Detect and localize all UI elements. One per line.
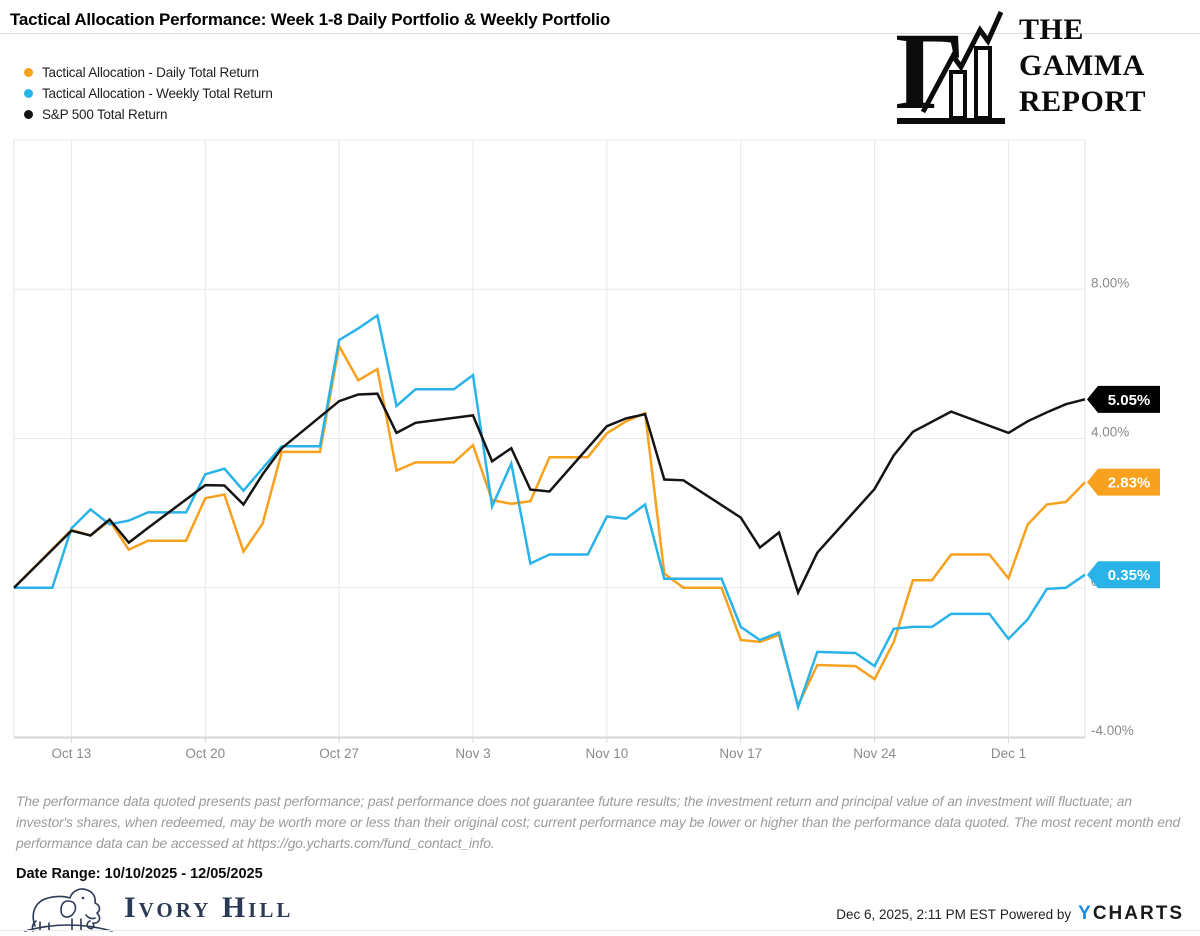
legend-dot-icon: [24, 89, 33, 98]
legend-item: Tactical Allocation - Weekly Total Retur…: [24, 83, 273, 104]
date-range-label: Date Range: 10/10/2025 - 12/05/2025: [16, 866, 263, 882]
end-value-badge-shape: [1087, 561, 1160, 589]
footer-timestamp: Dec 6, 2025, 2:11 PM EST: [836, 907, 996, 922]
y-axis-label: 8.00%: [1091, 275, 1129, 290]
ivory-hill-logo: Ivory Hill: [20, 878, 293, 936]
end-value-badge: 2.83%: [1087, 468, 1160, 496]
end-value-badge: 5.05%: [1087, 385, 1160, 413]
legend-dot-icon: [24, 110, 33, 119]
end-value-badge-label: 2.83%: [1108, 475, 1151, 492]
disclaimer-text: The performance data quoted presents pas…: [16, 794, 1181, 851]
legend-item-label: S&P 500 Total Return: [42, 107, 168, 122]
x-axis-label: Oct 20: [185, 746, 225, 761]
x-axis-label: Dec 1: [991, 746, 1026, 761]
logo-baseline: [897, 118, 1005, 124]
ycharts-logo-charts: CHARTS: [1092, 903, 1184, 924]
x-axis-label: Oct 27: [319, 746, 359, 761]
gamma-logo-line: GAMMA: [1019, 49, 1145, 82]
logo-bar-icon: [974, 46, 992, 120]
ivory-hill-wordmark: Ivory Hill: [124, 891, 294, 924]
performance-chart: Oct 13 Oct 20 Oct 27 Nov 3 Nov 10 Nov 17 Nov 2…: [13, 139, 1160, 761]
powered-by-label: Powered by: [999, 907, 1072, 922]
gamma-logo-icon: Γ: [895, 10, 1005, 130]
chart-legend: Tactical Allocation - Daily Total Return…: [24, 62, 273, 125]
x-axis-label: Nov 10: [585, 746, 628, 761]
footer-attribution: Dec 6, 2025, 2:11 PM EST Powered by YCHA…: [836, 903, 1184, 925]
end-value-badge-label: 5.05%: [1108, 392, 1151, 409]
logo-trendline-icon: [920, 10, 1004, 114]
end-value-badge-label: 0.35%: [1108, 567, 1151, 584]
x-axis-label: Nov 3: [455, 746, 490, 761]
series-line: [14, 313, 1086, 712]
y-axis-label: 4.00%: [1091, 425, 1129, 440]
end-value-badge-shape: [1087, 468, 1160, 496]
logo-bar-icon: [949, 70, 967, 120]
gamma-logo-line: REPORT: [1019, 85, 1146, 118]
page-title: Tactical Allocation Performance: Week 1-…: [10, 10, 611, 29]
legend-dot-icon: [24, 68, 33, 77]
end-value-badge-shape: [1087, 385, 1160, 413]
y-axis-label: -4.00%: [1091, 723, 1134, 738]
legend-item: Tactical Allocation - Daily Total Return: [24, 62, 273, 83]
x-axis-label: Oct 13: [51, 746, 91, 761]
legend-item: S&P 500 Total Return: [24, 104, 273, 125]
series-line: [13, 392, 1086, 596]
legend-item-label: Tactical Allocation - Weekly Total Retur…: [42, 86, 273, 101]
gamma-logo-wordmark: THE GAMMA REPORT: [1019, 12, 1146, 120]
bottom-divider: [0, 930, 1200, 931]
legend-item-label: Tactical Allocation - Daily Total Return: [42, 65, 259, 80]
end-value-badge: 0.35%: [1087, 561, 1160, 589]
elephant-icon: [24, 888, 113, 932]
ycharts-logo: YCHARTS: [1078, 903, 1184, 925]
title-divider: [0, 33, 1200, 34]
series-line: [13, 342, 1086, 709]
gamma-logo-line: THE: [1019, 13, 1084, 46]
gamma-report-logo: Γ THE GAMMA REPORT: [895, 6, 1146, 130]
ycharts-logo-y: Y: [1078, 903, 1093, 924]
x-axis-label: Nov 24: [853, 746, 896, 761]
x-axis-label: Nov 17: [719, 746, 762, 761]
